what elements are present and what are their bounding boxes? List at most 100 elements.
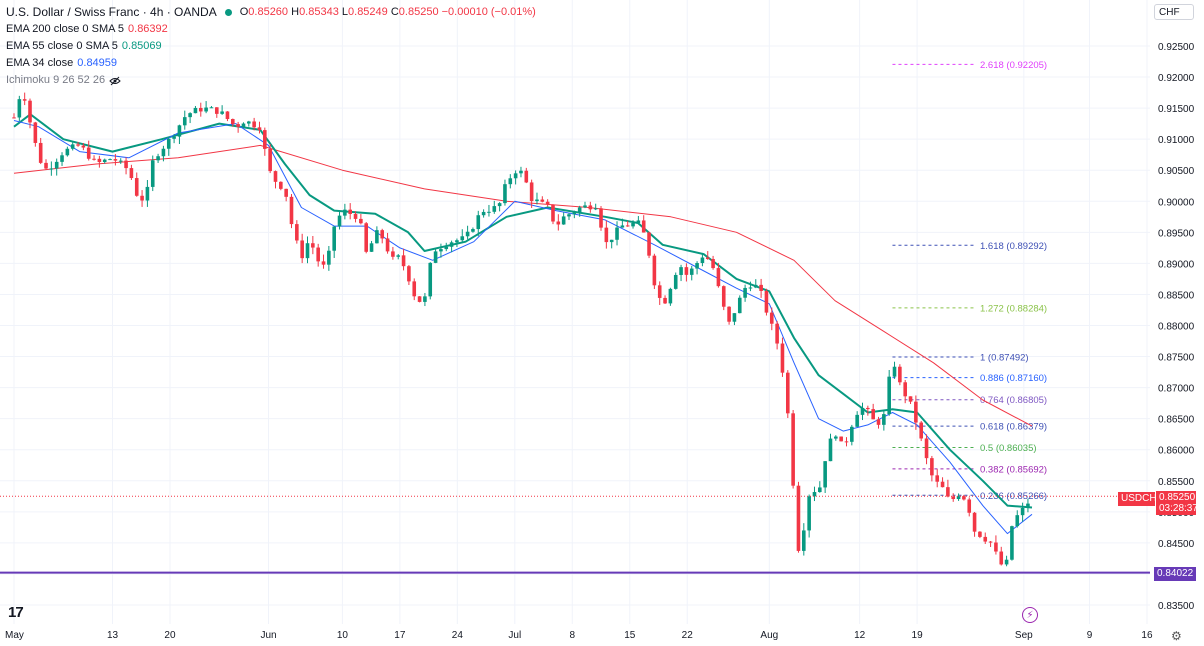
candle-body bbox=[721, 286, 726, 307]
candle-body bbox=[391, 251, 395, 257]
indicator-ema34[interactable]: EMA 34 close 0.84959 bbox=[6, 55, 536, 72]
candle-body bbox=[150, 160, 155, 187]
candle-body bbox=[49, 168, 54, 170]
price-axis: 0.92500 0.92000 0.91500 0.91000 0.90500 0.900… bbox=[1158, 42, 1195, 612]
time-axis: May 13 20 Jun 10 17 24 Jul 8 15 22 Aug 12 19 Sep 9 16 bbox=[5, 630, 1153, 641]
candle-body bbox=[172, 136, 176, 139]
candle-body bbox=[12, 117, 16, 119]
candle-body bbox=[716, 268, 721, 287]
candle-body bbox=[887, 376, 891, 415]
candle-body bbox=[177, 125, 182, 137]
chart-legend: U.S. Dollar / Swiss Franc · 4h · OANDA O… bbox=[6, 4, 536, 89]
candle-body bbox=[711, 259, 715, 269]
candle-body bbox=[156, 156, 160, 161]
eye-hidden-icon[interactable] bbox=[109, 76, 121, 86]
indicator-ema200[interactable]: EMA 200 close 0 SMA 5 0.86392 bbox=[6, 21, 536, 38]
price-tick-label: 0.90000 bbox=[1158, 197, 1195, 208]
time-tick-label: 10 bbox=[337, 630, 349, 641]
symbol-row: U.S. Dollar / Swiss Franc · 4h · OANDA O… bbox=[6, 4, 536, 21]
candle-body bbox=[465, 231, 470, 237]
currency-selector[interactable]: CHF bbox=[1154, 4, 1194, 20]
candle-body bbox=[924, 438, 929, 459]
candle-body bbox=[273, 171, 278, 182]
settings-gear-icon[interactable]: ⚙ bbox=[1171, 629, 1182, 643]
candle-body bbox=[407, 266, 411, 282]
candle-body bbox=[70, 144, 75, 149]
candle-body bbox=[876, 419, 881, 425]
candle-body bbox=[743, 287, 747, 298]
last-price-tag: 0.85250 03:28:37 bbox=[1156, 491, 1198, 515]
fib-level-label: 0.382 (0.85692) bbox=[980, 464, 1047, 475]
candle-body bbox=[545, 201, 550, 205]
candle-body bbox=[433, 251, 438, 263]
change-value: −0.00010 (−0.01%) bbox=[441, 6, 536, 18]
time-tick-label: 22 bbox=[682, 630, 694, 641]
candle-body bbox=[759, 284, 763, 291]
price-tick-label: 0.91500 bbox=[1158, 104, 1195, 115]
price-tick-label: 0.90500 bbox=[1158, 166, 1195, 177]
candle-body bbox=[673, 274, 678, 289]
candle-body bbox=[97, 158, 102, 163]
candle-body bbox=[1026, 503, 1030, 508]
candle-body bbox=[423, 296, 427, 302]
candle-body bbox=[166, 138, 171, 149]
candle-body bbox=[850, 426, 854, 442]
candle-body bbox=[903, 382, 907, 397]
candle-body bbox=[748, 287, 753, 289]
fib-level-label: 0.764 (0.86805) bbox=[980, 395, 1047, 406]
candle-body bbox=[252, 121, 256, 128]
price-tick-label: 0.83500 bbox=[1158, 601, 1195, 612]
fib-level-label: 1.272 (0.88284) bbox=[980, 303, 1047, 314]
candle-body bbox=[919, 422, 924, 439]
candle-body bbox=[236, 124, 240, 127]
indicator-label: EMA 55 close 0 SMA 5 bbox=[6, 40, 118, 52]
ema-200-path bbox=[13, 144, 1033, 427]
last-price-value: 0.85250 bbox=[1159, 492, 1196, 503]
candle-body bbox=[844, 441, 849, 443]
fib-level-label: 2.618 (0.92205) bbox=[980, 60, 1047, 71]
candle-body bbox=[161, 148, 166, 157]
price-tick-label: 0.86500 bbox=[1158, 415, 1195, 426]
candle-body bbox=[625, 225, 630, 227]
time-tick-label: 19 bbox=[912, 630, 924, 641]
candle-body bbox=[823, 461, 827, 488]
candle-body bbox=[908, 396, 913, 402]
tradingview-logo-icon[interactable]: 17 bbox=[8, 604, 24, 621]
candle-body bbox=[28, 100, 32, 123]
candle-body bbox=[593, 208, 598, 210]
close-label: C bbox=[390, 6, 399, 18]
candle-body bbox=[615, 227, 619, 240]
candle-body bbox=[705, 257, 710, 260]
indicator-ichimoku[interactable]: Ichimoku 9 26 52 26 bbox=[6, 72, 536, 89]
candle-body bbox=[241, 123, 246, 127]
candle-body bbox=[417, 296, 422, 302]
price-tick-label: 0.87000 bbox=[1158, 384, 1195, 395]
candle-body bbox=[940, 481, 945, 488]
candle-body bbox=[732, 313, 737, 322]
candle-body bbox=[263, 130, 267, 149]
indicator-ema55[interactable]: EMA 55 close 0 SMA 5 0.85069 bbox=[6, 38, 536, 55]
candle-body bbox=[780, 343, 785, 373]
fib-level-label: 1 (0.87492) bbox=[980, 353, 1029, 364]
indicator-value: 0.85069 bbox=[121, 40, 162, 52]
candle-body bbox=[914, 401, 918, 423]
candle-body bbox=[497, 203, 502, 207]
candle-body bbox=[54, 161, 59, 169]
candle-body bbox=[818, 487, 822, 493]
candle-body bbox=[657, 285, 662, 298]
candle-body bbox=[791, 413, 795, 486]
candle-body bbox=[327, 250, 331, 265]
candle-body bbox=[220, 111, 224, 114]
candle-body bbox=[412, 281, 417, 297]
candle-body bbox=[321, 261, 326, 265]
candle-body bbox=[230, 119, 235, 125]
candle-body bbox=[198, 107, 203, 112]
time-tick-label: 8 bbox=[569, 630, 575, 641]
candle-body bbox=[476, 215, 481, 230]
candle-body bbox=[86, 147, 91, 159]
candle-body bbox=[551, 204, 555, 222]
symbol-title[interactable]: U.S. Dollar / Swiss Franc · 4h · OANDA bbox=[6, 5, 217, 19]
lightning-icon[interactable]: ⚡ bbox=[1022, 607, 1038, 623]
candle-body bbox=[481, 211, 486, 216]
